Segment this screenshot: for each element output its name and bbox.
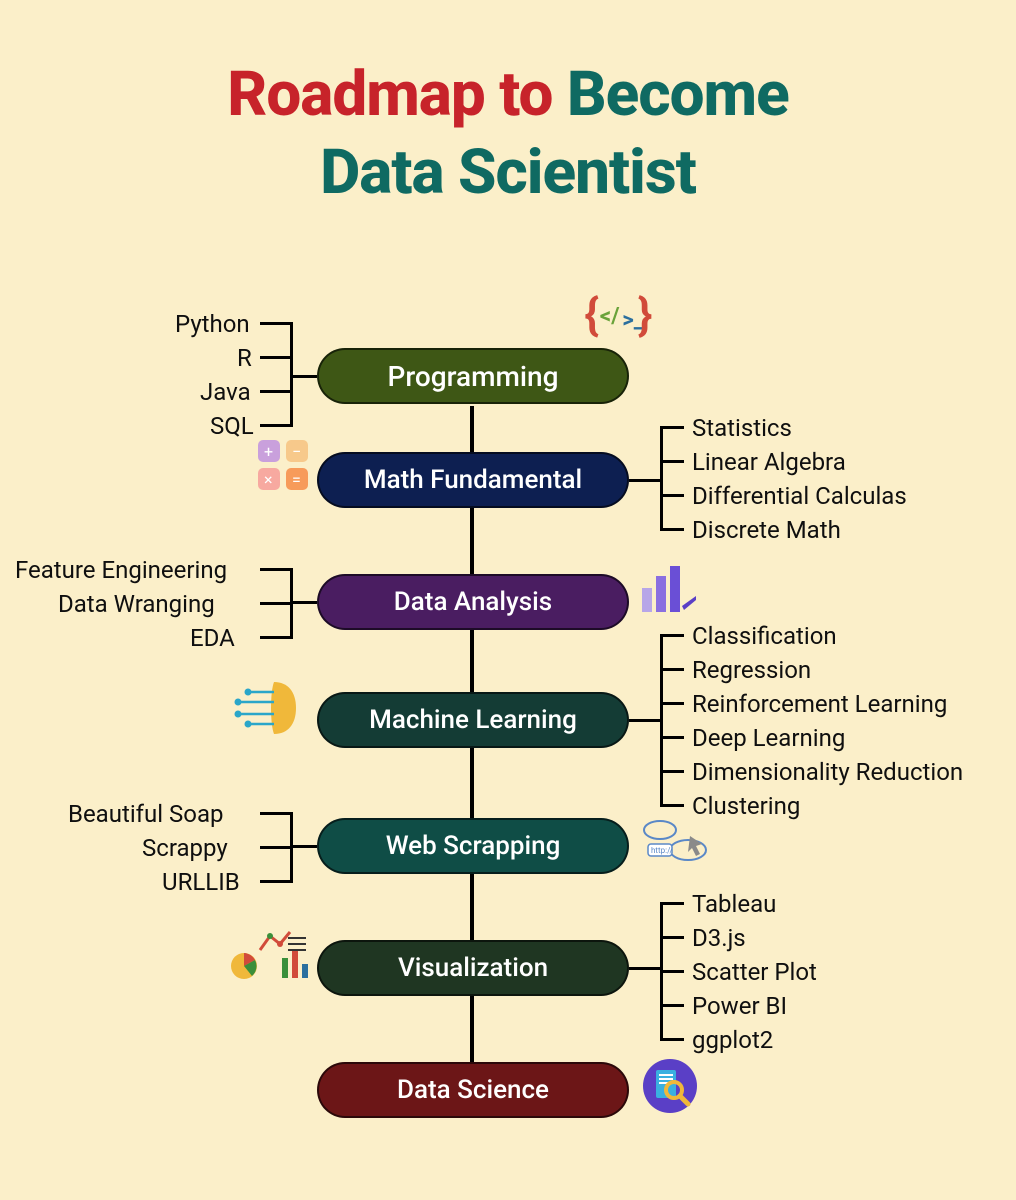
node-label: Data Analysis (394, 587, 552, 617)
branch-item: Classification (692, 622, 837, 650)
branch-tick (660, 634, 684, 637)
branch-tick (660, 494, 684, 497)
branch-bracket (290, 568, 293, 639)
branch-item: Linear Algebra (692, 448, 846, 476)
node-label: Programming (387, 360, 558, 393)
svg-text:−: − (292, 442, 301, 461)
branch-bracket (290, 322, 293, 427)
branch-tick (260, 880, 290, 883)
branch-item: Feature Engineering (15, 556, 227, 584)
branch-stub (629, 967, 660, 970)
svg-text:http://: http:// (651, 846, 673, 855)
branch-bracket (290, 812, 293, 883)
branch-stub (290, 601, 317, 604)
branch-item: Regression (692, 656, 811, 684)
branch-tick (660, 426, 684, 429)
brain-chip-icon (230, 678, 308, 738)
branch-item: Scrappy (142, 834, 228, 862)
svg-text:}: } (638, 288, 653, 341)
branch-item: Python (175, 310, 250, 338)
branch-tick (660, 936, 684, 939)
branch-tick (660, 804, 684, 807)
branch-tick (260, 812, 290, 815)
svg-text:{: { (584, 288, 599, 341)
node-label: Machine Learning (369, 705, 577, 735)
title-part1: Roadmap to (227, 58, 567, 131)
branch-tick (260, 846, 290, 849)
branch-tick (660, 1004, 684, 1007)
node-label: Math Fundamental (364, 465, 582, 495)
title-line1: Roadmap to Become (0, 58, 1016, 131)
node-label: Visualization (398, 953, 548, 983)
branch-item: ggplot2 (692, 1026, 773, 1054)
svg-text:=: = (292, 470, 301, 489)
branch-item: SQL (210, 412, 254, 440)
branch-stub (629, 479, 660, 482)
branch-item: R (237, 344, 252, 372)
branch-item: Tableau (692, 890, 776, 918)
node-label: Data Science (397, 1075, 549, 1105)
branch-item: Reinforcement Learning (692, 690, 947, 718)
branch-item: EDA (190, 624, 235, 652)
branch-stub (290, 375, 317, 378)
branch-tick (660, 702, 684, 705)
branch-tick (260, 322, 290, 325)
branch-item: Beautiful Soap (68, 800, 223, 828)
branch-item: Discrete Math (692, 516, 841, 544)
branch-tick (660, 668, 684, 671)
branch-bracket (660, 634, 663, 807)
node-web-scraping: Web Scrapping (317, 818, 629, 874)
branch-item: URLLIB (162, 868, 240, 896)
branch-item: Scatter Plot (692, 958, 817, 986)
title-line2: Data Scientist (0, 136, 1016, 209)
branch-item: Differential Calculas (692, 482, 907, 510)
calculator-icon: +−× = (256, 438, 312, 494)
node-visualization: Visualization (317, 940, 629, 996)
branch-tick (660, 902, 684, 905)
branch-tick (660, 770, 684, 773)
node-label: Web Scrapping (386, 831, 561, 861)
svg-text:×: × (264, 470, 273, 489)
branch-tick (260, 356, 290, 359)
bars-icon (640, 566, 698, 614)
branch-item: Dimensionality Reduction (692, 758, 963, 786)
branch-tick (660, 528, 684, 531)
branch-item: Data Wranging (58, 590, 215, 618)
node-math: Math Fundamental (317, 452, 629, 508)
branch-tick (660, 736, 684, 739)
branch-item: Java (200, 378, 251, 406)
chart-stats-icon (230, 930, 308, 982)
branch-item: Statistics (692, 414, 792, 442)
code-icon: {</>_} (582, 288, 654, 344)
branch-tick (260, 390, 290, 393)
branch-stub (290, 845, 317, 848)
branch-item: Power BI (692, 992, 787, 1020)
branch-tick (260, 424, 290, 427)
node-ml: Machine Learning (317, 692, 629, 748)
branch-item: Deep Learning (692, 724, 845, 752)
node-data-science: Data Science (317, 1062, 629, 1118)
cloud-cursor-icon: http:// (640, 816, 710, 866)
branch-tick (260, 636, 290, 639)
branch-tick (660, 1038, 684, 1041)
branch-tick (260, 568, 290, 571)
branch-tick (660, 460, 684, 463)
branch-stub (629, 719, 660, 722)
branch-tick (260, 602, 290, 605)
node-programming: Programming (317, 348, 629, 404)
node-data-analysis: Data Analysis (317, 574, 629, 630)
svg-text:+: + (264, 442, 273, 461)
branch-item: D3.js (692, 924, 746, 952)
title-part2: Become (567, 58, 789, 131)
branch-bracket (660, 426, 663, 531)
branch-tick (660, 970, 684, 973)
svg-text:</: </ (600, 303, 620, 329)
magnifier-doc-icon (642, 1058, 698, 1114)
